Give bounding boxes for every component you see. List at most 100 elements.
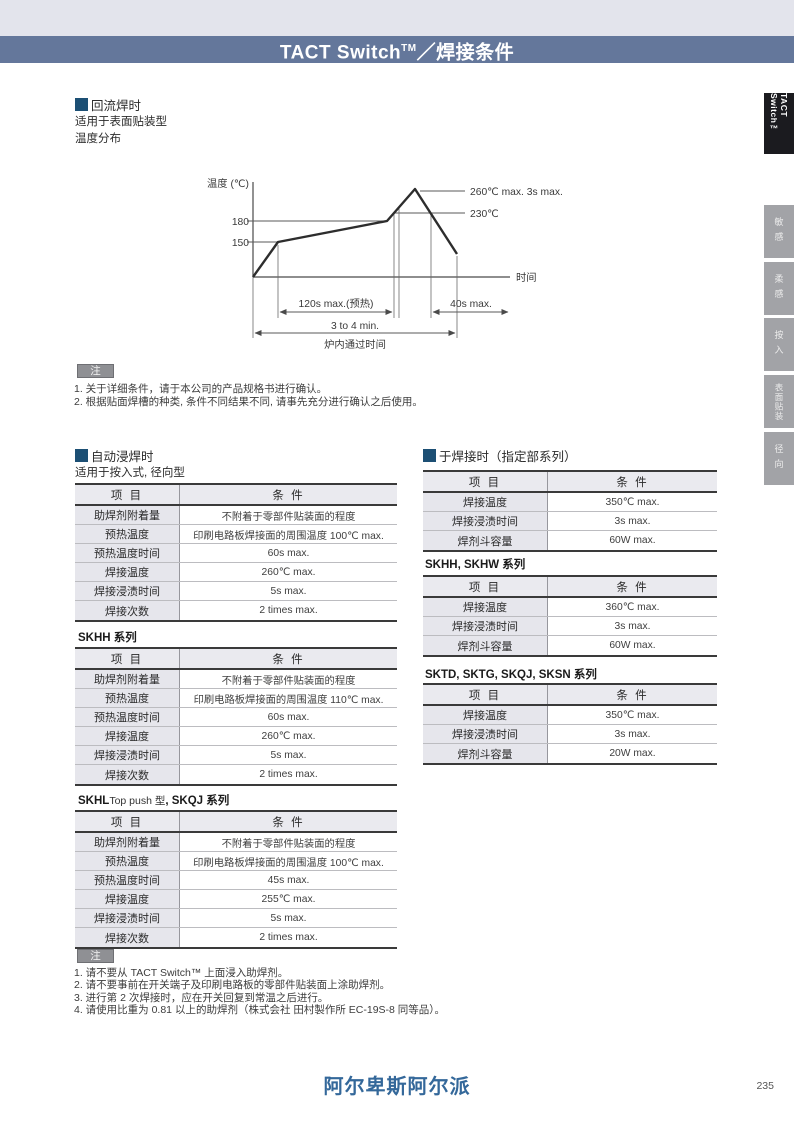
item-cell: 焊接温度 — [75, 563, 180, 581]
table-row: 焊剂斗容量 60W max. — [423, 531, 717, 550]
temperature-profile-line — [252, 187, 459, 278]
table-header-row: 项 目条 件 — [75, 812, 397, 833]
section-heading-label: 于焊接时（指定部系列） — [439, 450, 577, 464]
column-header-item: 项 目 — [75, 485, 180, 504]
item-cell: 焊接温度 — [75, 727, 180, 745]
item-cell: 助焊剂附着量 — [75, 833, 180, 851]
table-title-skqj-bold: , SKQJ 系列 — [165, 795, 230, 807]
table-row: 助焊剂附着量 不附着于零部件贴装面的程度 — [75, 833, 397, 852]
condition-cell: 印刷电路板焊接面的周围温度 100℃ max. — [180, 525, 397, 543]
sidebar-tab-label: 表面贴装 — [774, 382, 784, 421]
chart-oven-time-label: 炉内通过时间 — [324, 338, 386, 351]
item-cell: 焊接浸渍时间 — [423, 512, 548, 530]
table-row: 焊接温度 255℃ max. — [75, 890, 397, 909]
condition-cell: 45s max. — [180, 871, 397, 889]
chart-axes — [252, 182, 510, 278]
chart-ylabel: 温度 (℃) — [207, 177, 249, 190]
condition-cell: 5s max. — [180, 909, 397, 927]
condition-cell: 3s max. — [548, 617, 717, 635]
chart-preheat-annotation: 120s max.(预热) — [299, 297, 374, 310]
chart-tick-180: 180 — [232, 217, 249, 228]
item-cell: 焊剂斗容量 — [423, 636, 548, 655]
chart-tick-150: 150 — [232, 238, 249, 249]
item-cell: 焊接温度 — [423, 598, 548, 616]
item-cell: 预热温度 — [75, 525, 180, 543]
sidebar-tab-tact-switch: TACT Switch™ — [764, 93, 794, 154]
table-header-row: 项 目条 件 — [75, 649, 397, 670]
dip-subtitle: 适用于按入式, 径向型 — [75, 467, 185, 479]
condition-cell: 350℃ max. — [548, 493, 717, 511]
reflow-subtitle-2: 温度分布 — [75, 133, 121, 145]
table-row: 焊接浸渍时间 3s max. — [423, 512, 717, 531]
condition-cell: 3s max. — [548, 725, 717, 743]
condition-cell: 不附着于零部件贴装面的程度 — [180, 833, 397, 851]
table-title-skhl-normal: Top push 型 — [109, 795, 166, 807]
table-row: 预热温度 印刷电路板焊接面的周围温度 100℃ max. — [75, 852, 397, 871]
condition-cell: 20W max. — [548, 744, 717, 763]
table-row: 预热温度时间 60s max. — [75, 544, 397, 563]
condition-cell: 260℃ max. — [180, 727, 397, 745]
note-line: 4. 请使用比重为 0.81 以上的助焊剂（株式会社 田村製作所 EC-19S-… — [74, 1003, 446, 1016]
column-header-item: 项 目 — [423, 685, 548, 704]
item-cell: 焊接次数 — [75, 928, 180, 947]
sidebar-tab-label: 敏感 — [773, 216, 784, 247]
section-heading-reflow: 回流焊时 — [75, 95, 141, 114]
item-cell: 焊接浸渍时间 — [423, 725, 548, 743]
condition-cell: 360℃ max. — [548, 598, 717, 616]
section-square-icon — [75, 98, 88, 111]
note-badge-bottom: 注 — [77, 949, 114, 963]
condition-cell: 260℃ max. — [180, 563, 397, 581]
skhl-skqj-table: 项 目条 件助焊剂附着量 不附着于零部件贴装面的程度 预热温度 印刷电路板焊接面的周围… — [75, 810, 397, 949]
sidebar-tab-label: 按入 — [773, 329, 784, 360]
condition-cell: 印刷电路板焊接面的周围温度 110℃ max. — [180, 689, 397, 707]
table-row: 焊接温度 360℃ max. — [423, 598, 717, 617]
chart-reference-lines — [247, 190, 465, 338]
table-row: 焊接浸渍时间 3s max. — [423, 617, 717, 636]
condition-cell: 5s max. — [180, 582, 397, 600]
item-cell: 焊接浸渍时间 — [75, 909, 180, 927]
item-cell: 焊接次数 — [75, 601, 180, 620]
chart-dimension-arrows — [254, 309, 509, 336]
condition-cell: 255℃ max. — [180, 890, 397, 908]
item-cell: 预热温度 — [75, 852, 180, 870]
chart-40s-annotation: 40s max. — [450, 299, 492, 310]
sidebar-tab-label: TACT Switch™ — [769, 93, 789, 134]
table-row: 焊接温度 260℃ max. — [75, 727, 397, 746]
table-row: 焊接浸渍时间 5s max. — [75, 909, 397, 928]
column-header-condition: 条 件 — [180, 812, 397, 831]
section-heading-dip: 自动浸焊时 — [75, 446, 154, 465]
column-header-item: 项 目 — [423, 472, 548, 491]
table-row: 预热温度 印刷电路板焊接面的周围温度 100℃ max. — [75, 525, 397, 544]
condition-cell: 2 times max. — [180, 928, 397, 947]
table-title-skhl: SKHLTop push 型, SKQJ 系列 — [78, 792, 229, 808]
section-square-icon — [423, 449, 436, 462]
table-header-row: 项 目条 件 — [423, 472, 717, 493]
column-header-condition: 条 件 — [548, 577, 717, 596]
table-title-skhh: SKHH 系列 — [78, 632, 137, 644]
note-badge-top: 注 — [77, 364, 114, 378]
note-line: 1. 请不要从 TACT Switch™ 上面浸入助焊剂。 — [74, 967, 289, 979]
table-row: 预热温度 印刷电路板焊接面的周围温度 110℃ max. — [75, 689, 397, 708]
condition-cell: 60s max. — [180, 708, 397, 726]
column-header-condition: 条 件 — [180, 649, 397, 668]
table-row: 焊接温度 260℃ max. — [75, 563, 397, 582]
condition-cell: 60s max. — [180, 544, 397, 562]
note-line: 2. 请不要事前在开关端子及印刷电路板的零部件贴装面上涂助焊剂。 — [74, 979, 391, 992]
table-title-skhl-bold: SKHL — [78, 795, 110, 807]
sidebar-tab-sensitive: 敏感 — [764, 205, 794, 258]
condition-cell: 不附着于零部件贴装面的程度 — [180, 670, 397, 688]
condition-cell: 不附着于零部件贴装面的程度 — [180, 506, 397, 524]
condition-cell: 印刷电路板焊接面的周围温度 100℃ max. — [180, 852, 397, 870]
page-number: 235 — [756, 1080, 774, 1092]
page-title-rest: ／焊接条件 — [416, 42, 515, 64]
reflow-profile-chart: 温度 (℃) 180 150 时间 260℃ max. 3s max. 230℃… — [207, 177, 563, 351]
item-cell: 预热温度 — [75, 689, 180, 707]
item-cell: 预热温度时间 — [75, 708, 180, 726]
sidebar-tab-radial: 径向 — [764, 432, 794, 485]
note-top-list: 1. 关于详细条件，请于本公司的产品规格书进行确认。 2. 根据贴面焊槽的种类,… — [74, 383, 423, 409]
table-row: 助焊剂附着量 不附着于零部件贴装面的程度 — [75, 670, 397, 689]
sktd-table: 项 目条 件焊接温度 350℃ max. 焊接浸渍时间 3s max. 焊剂斗容量 20W… — [423, 683, 717, 765]
condition-cell: 60W max. — [548, 531, 717, 550]
table-header-row: 项 目条 件 — [423, 685, 717, 706]
